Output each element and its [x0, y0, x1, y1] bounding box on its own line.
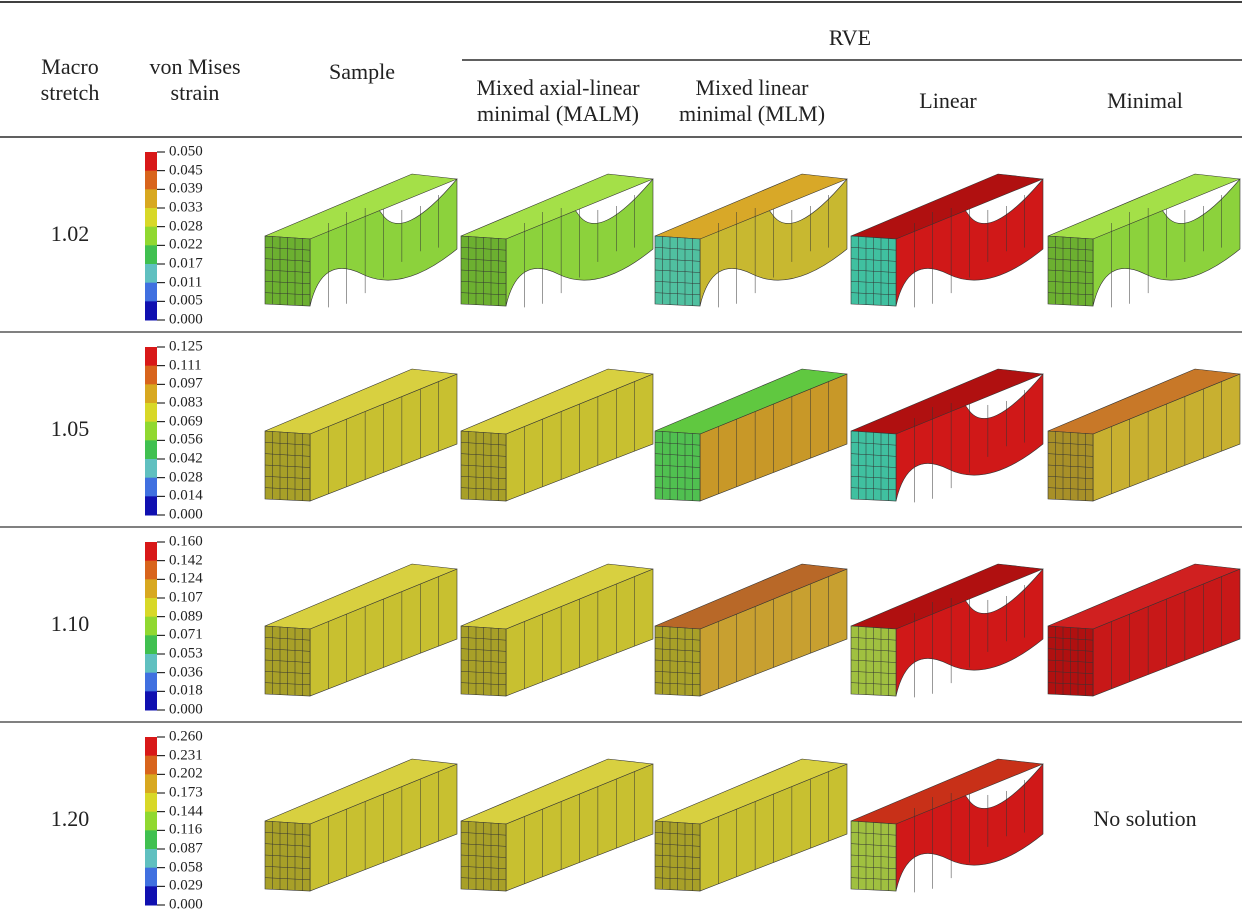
legend-label: 0.144	[169, 804, 203, 819]
legend-label: 0.058	[169, 860, 203, 875]
color-bar-segment	[145, 579, 157, 598]
header-sample: Sample	[329, 59, 395, 85]
color-bar-segment	[145, 673, 157, 692]
legend-label: 0.039	[169, 182, 203, 197]
legend-label: 0.045	[169, 163, 203, 178]
legend-label: 0.014	[169, 489, 203, 504]
color-bar-segment	[145, 635, 157, 654]
legend-label: 0.124	[169, 572, 203, 587]
color-bar-segment	[145, 830, 157, 849]
color-bar-segment	[145, 812, 157, 831]
legend-label: 0.028	[169, 470, 203, 485]
legend-label: 0.033	[169, 201, 203, 216]
color-bar-segment	[145, 366, 157, 385]
legend-label: 0.111	[169, 358, 202, 373]
header-von-mises: von Mises	[149, 54, 240, 80]
legend-label: 0.022	[169, 238, 203, 253]
color-bar-segment	[145, 264, 157, 283]
color-bar-segment	[145, 654, 157, 673]
legend-label: 0.018	[169, 684, 203, 699]
color-bar-segment	[145, 598, 157, 617]
legend-label: 0.087	[169, 842, 203, 857]
color-bar-segment	[145, 691, 157, 710]
color-bar-segment	[145, 496, 157, 515]
color-bar-segment	[145, 886, 157, 905]
color-bar-segment	[145, 422, 157, 441]
color-bar-segment	[145, 301, 157, 320]
no-solution: No solution	[1093, 806, 1196, 832]
legend-label: 0.000	[169, 703, 203, 718]
legend-label: 0.011	[169, 275, 202, 290]
legend-label: 0.231	[169, 748, 203, 763]
legend-label: 0.142	[169, 553, 203, 568]
legend-label: 0.042	[169, 452, 203, 467]
color-bar-segment	[145, 171, 157, 190]
legend-label: 0.056	[169, 433, 203, 448]
legend-label: 0.089	[169, 609, 203, 624]
header-rve-column: Linear	[919, 88, 976, 114]
header-rve-column: minimal (MALM)	[477, 101, 639, 127]
header-rve-column: minimal (MLM)	[679, 101, 825, 127]
color-bar-segment	[145, 384, 157, 403]
header-macro-stretch: Macro	[41, 54, 98, 80]
color-bar-segment	[145, 208, 157, 227]
color-bar-segment	[145, 403, 157, 422]
color-bar-segment	[145, 478, 157, 497]
color-bar-segment	[145, 561, 157, 580]
macro-stretch: 1.10	[51, 611, 90, 637]
legend-label: 0.000	[169, 508, 203, 523]
legend-label: 0.028	[169, 219, 203, 234]
legend-label: 0.000	[169, 313, 203, 328]
color-bar-segment	[145, 245, 157, 264]
legend-label: 0.053	[169, 647, 203, 662]
legend-label: 0.097	[169, 377, 203, 392]
legend-label: 0.160	[169, 535, 203, 550]
legend-label: 0.083	[169, 396, 203, 411]
legend-label: 0.069	[169, 414, 203, 429]
legend-label: 0.071	[169, 628, 203, 643]
legend-label: 0.029	[169, 879, 203, 894]
page: (() => { const data = JSON.parse(documen…	[0, 0, 1242, 921]
legend-label: 0.036	[169, 665, 203, 680]
color-bar-segment	[145, 283, 157, 302]
legend-label: 0.107	[169, 591, 203, 606]
color-bar-segment	[145, 756, 157, 775]
legend-label: 0.125	[169, 340, 203, 355]
legend-label: 0.173	[169, 786, 203, 801]
header-rve-column: Mixed linear	[695, 75, 808, 101]
color-bar-segment	[145, 737, 157, 756]
legend-label: 0.260	[169, 730, 203, 745]
color-bar-segment	[145, 347, 157, 366]
macro-stretch: 1.20	[51, 806, 90, 832]
legend-label: 0.017	[169, 257, 203, 272]
legend-label: 0.202	[169, 767, 203, 782]
header-von-mises: strain	[171, 80, 220, 106]
color-bar-segment	[145, 617, 157, 636]
color-bar-segment	[145, 459, 157, 478]
legend-label: 0.005	[169, 294, 203, 309]
color-bar-segment	[145, 774, 157, 793]
color-bar-segment	[145, 849, 157, 868]
header-rve-column: Mixed axial-linear	[476, 75, 639, 101]
color-bar-segment	[145, 227, 157, 246]
macro-stretch: 1.05	[51, 416, 90, 442]
color-bar-segment	[145, 793, 157, 812]
color-bar-segment	[145, 440, 157, 459]
macro-stretch: 1.02	[51, 221, 90, 247]
color-bar-segment	[145, 868, 157, 887]
color-bar-segment	[145, 152, 157, 171]
legend-label: 0.050	[169, 145, 203, 160]
header-rve-column: Minimal	[1107, 88, 1183, 114]
header-macro-stretch: stretch	[41, 80, 100, 106]
color-bar-segment	[145, 542, 157, 561]
header-rve: RVE	[829, 25, 871, 51]
legend-label: 0.000	[169, 898, 203, 913]
color-bar-segment	[145, 189, 157, 208]
legend-label: 0.116	[169, 823, 202, 838]
